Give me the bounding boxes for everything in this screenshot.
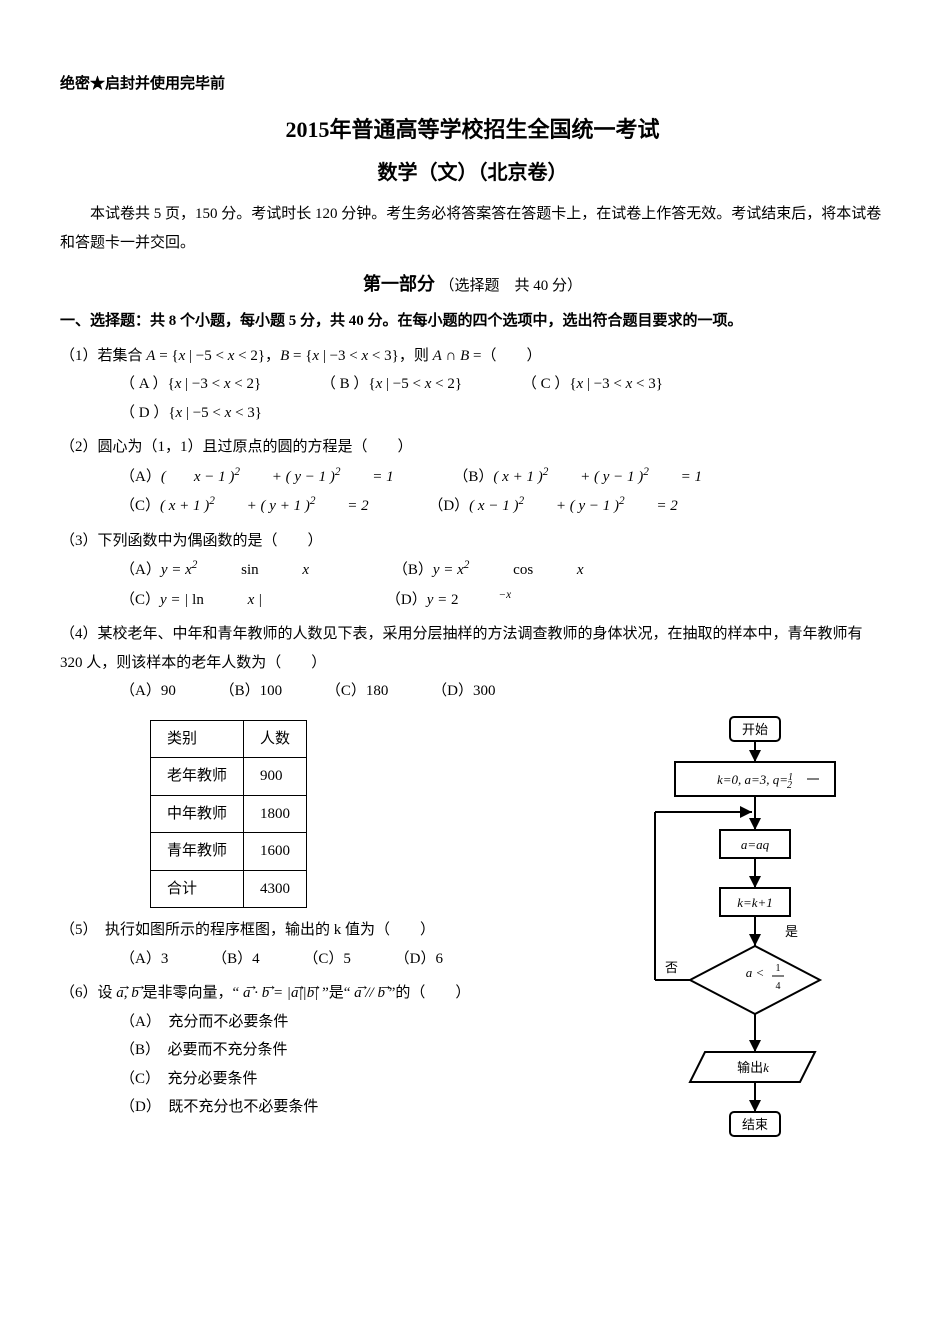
flowchart: 开始 k=0, a=3, q=12 a=aq k=k+1 a < 1 4 bbox=[625, 712, 885, 1193]
question-4: （4）某校老年、中年和青年教师的人数见下表，采用分层抽样的方法调查教师的身体状况… bbox=[60, 620, 885, 706]
q1-text: （1）若集合 A = {x | −5 < x < 2}，B = {x | −3 … bbox=[60, 342, 885, 371]
q6-opt-b: （B） 必要而不充分条件 bbox=[120, 1036, 625, 1065]
fc-step1: a=aq bbox=[741, 837, 770, 852]
q6-suffix: ”的（ ） bbox=[389, 985, 471, 1001]
fc-out: 输出k bbox=[737, 1060, 769, 1075]
question-3: （3）下列函数中为偶函数的是（ ） （A）y = x2 sin x （B）y =… bbox=[60, 527, 885, 615]
question-1: （1）若集合 A = {x | −5 < x < 2}，B = {x | −3 … bbox=[60, 342, 885, 428]
q5-opt-d: （D）6 bbox=[395, 945, 443, 974]
flowchart-svg: 开始 k=0, a=3, q=12 a=aq k=k+1 a < 1 4 bbox=[635, 712, 875, 1182]
q2-options-row1: （A）( x − 1 )2 + ( y − 1 )2 = 1 （B）( x + … bbox=[120, 462, 885, 492]
fc-step2: k=k+1 bbox=[737, 895, 773, 910]
q1-opt-c: （ C ）{x | −3 < x < 3} bbox=[522, 370, 691, 399]
q4-opt-c: （C）180 bbox=[326, 677, 389, 706]
q5-opt-a: （A）3 bbox=[120, 945, 168, 974]
q1-options: （ A ）{x | −3 < x < 2} （ B ）{x | −5 < x <… bbox=[120, 370, 885, 427]
q4-table: 类别 人数 老年教师 900 中年教师 1800 青年教师 1600 合计 43… bbox=[150, 720, 307, 909]
q5-text: （5） 执行如图所示的程序框图，输出的 k 值为（ ） bbox=[60, 916, 625, 945]
exam-title-2: 数学（文）（北京卷） bbox=[60, 154, 885, 192]
question-6: （6）设 →a, →b 是非零向量，“ →a · →b = |→a||→b| ”… bbox=[60, 979, 625, 1122]
q4-opt-d: （D）300 bbox=[432, 677, 495, 706]
question-5: （5） 执行如图所示的程序框图，输出的 k 值为（ ） （A）3 （B）4 （C… bbox=[60, 916, 625, 973]
svg-text:1: 1 bbox=[776, 963, 781, 974]
cell: 青年教师 bbox=[151, 833, 244, 871]
fc-yes: 是 bbox=[785, 924, 798, 939]
q1-opt-b: （ B ）{x | −5 < x < 2} bbox=[321, 370, 490, 399]
cell: 4300 bbox=[244, 870, 307, 908]
q2-opt-b: （B）( x + 1 )2 + ( y − 1 )2 = 1 bbox=[453, 462, 730, 492]
table-row: 青年教师 1600 bbox=[151, 833, 307, 871]
q1-opt-d: （ D ）{x | −5 < x < 3} bbox=[120, 399, 290, 428]
section-1-sub: （选择题 共 40 分） bbox=[439, 278, 582, 294]
q2-opt-d: （D）( x − 1 )2 + ( y − 1 )2 = 2 bbox=[428, 491, 705, 521]
q6-opt-a: （A） 充分而不必要条件 bbox=[120, 1008, 625, 1037]
q6-options: （A） 充分而不必要条件 （B） 必要而不充分条件 （C） 充分必要条件 （D）… bbox=[60, 1008, 625, 1122]
exam-intro: 本试卷共 5 页，150 分。考试时长 120 分钟。考生务必将答案答在答题卡上… bbox=[60, 200, 885, 257]
cell: 1800 bbox=[244, 795, 307, 833]
q3-opt-a: （A）y = x2 sin x bbox=[120, 555, 349, 585]
exam-title-1: 2015年普通高等学校招生全国统一考试 bbox=[60, 109, 885, 151]
cell: 900 bbox=[244, 758, 307, 796]
table-header-row: 类别 人数 bbox=[151, 720, 307, 758]
svg-text:a <: a < bbox=[746, 965, 765, 980]
q5-options: （A）3 （B）4 （C）5 （D）6 bbox=[120, 945, 625, 974]
section-1-title: 第一部分 bbox=[363, 274, 435, 294]
q4-opt-a: （A）90 bbox=[120, 677, 176, 706]
q2-opt-c: （C）( x + 1 )2 + ( y + 1 )2 = 2 bbox=[120, 491, 397, 521]
q6-mid2: ”是“ bbox=[322, 985, 350, 1001]
svg-text:4: 4 bbox=[776, 981, 781, 992]
q6-text: （6）设 →a, →b 是非零向量，“ →a · →b = |→a||→b| ”… bbox=[60, 979, 625, 1008]
table-row: 合计 4300 bbox=[151, 870, 307, 908]
col-category: 类别 bbox=[151, 720, 244, 758]
cell: 中年教师 bbox=[151, 795, 244, 833]
confidential-note: 绝密★启封并使用完毕前 bbox=[60, 70, 885, 99]
q3-opt-c: （C）y = | ln x | bbox=[120, 586, 342, 615]
col-count: 人数 bbox=[244, 720, 307, 758]
section-1-heading: 第一部分 （选择题 共 40 分） bbox=[60, 267, 885, 301]
q5-opt-b: （B）4 bbox=[212, 945, 260, 974]
q3-opt-d: （D）y = 2−x bbox=[386, 585, 591, 615]
q3-text: （3）下列函数中为偶函数的是（ ） bbox=[60, 527, 885, 556]
cell: 1600 bbox=[244, 833, 307, 871]
fc-end: 结束 bbox=[742, 1117, 768, 1132]
cell: 老年教师 bbox=[151, 758, 244, 796]
fc-start: 开始 bbox=[742, 722, 768, 737]
q6-opt-c: （C） 充分必要条件 bbox=[120, 1065, 625, 1094]
q3-options: （A）y = x2 sin x （B）y = x2 cos x （C）y = |… bbox=[120, 555, 885, 614]
cell: 合计 bbox=[151, 870, 244, 908]
q2-options-row2: （C）( x + 1 )2 + ( y + 1 )2 = 2 （D）( x − … bbox=[120, 491, 885, 521]
table-row: 中年教师 1800 bbox=[151, 795, 307, 833]
q1-opt-a: （ A ）{x | −3 < x < 2} bbox=[120, 370, 289, 399]
q6-mid: 是非零向量，“ bbox=[143, 985, 240, 1001]
q2-text: （2）圆心为（1，1）且过原点的圆的方程是（ ） bbox=[60, 433, 885, 462]
q6-opt-d: （D） 既不充分也不必要条件 bbox=[120, 1093, 625, 1122]
q6-prefix: （6）设 bbox=[60, 985, 113, 1001]
fc-no: 否 bbox=[665, 960, 678, 975]
table-row: 老年教师 900 bbox=[151, 758, 307, 796]
q4-options: （A）90 （B）100 （C）180 （D）300 bbox=[120, 677, 885, 706]
section-1-stem: 一、选择题：共 8 个小题，每小题 5 分，共 40 分。在每小题的四个选项中，… bbox=[60, 307, 885, 336]
q2-opt-a: （A）( x − 1 )2 + ( y − 1 )2 = 1 bbox=[120, 462, 422, 492]
q4-text: （4）某校老年、中年和青年教师的人数见下表，采用分层抽样的方法调查教师的身体状况… bbox=[60, 620, 885, 677]
q5-opt-c: （C）5 bbox=[303, 945, 351, 974]
q3-opt-b: （B）y = x2 cos x bbox=[393, 555, 624, 585]
q4-opt-b: （B）100 bbox=[220, 677, 283, 706]
question-2: （2）圆心为（1，1）且过原点的圆的方程是（ ） （A）( x − 1 )2 +… bbox=[60, 433, 885, 521]
